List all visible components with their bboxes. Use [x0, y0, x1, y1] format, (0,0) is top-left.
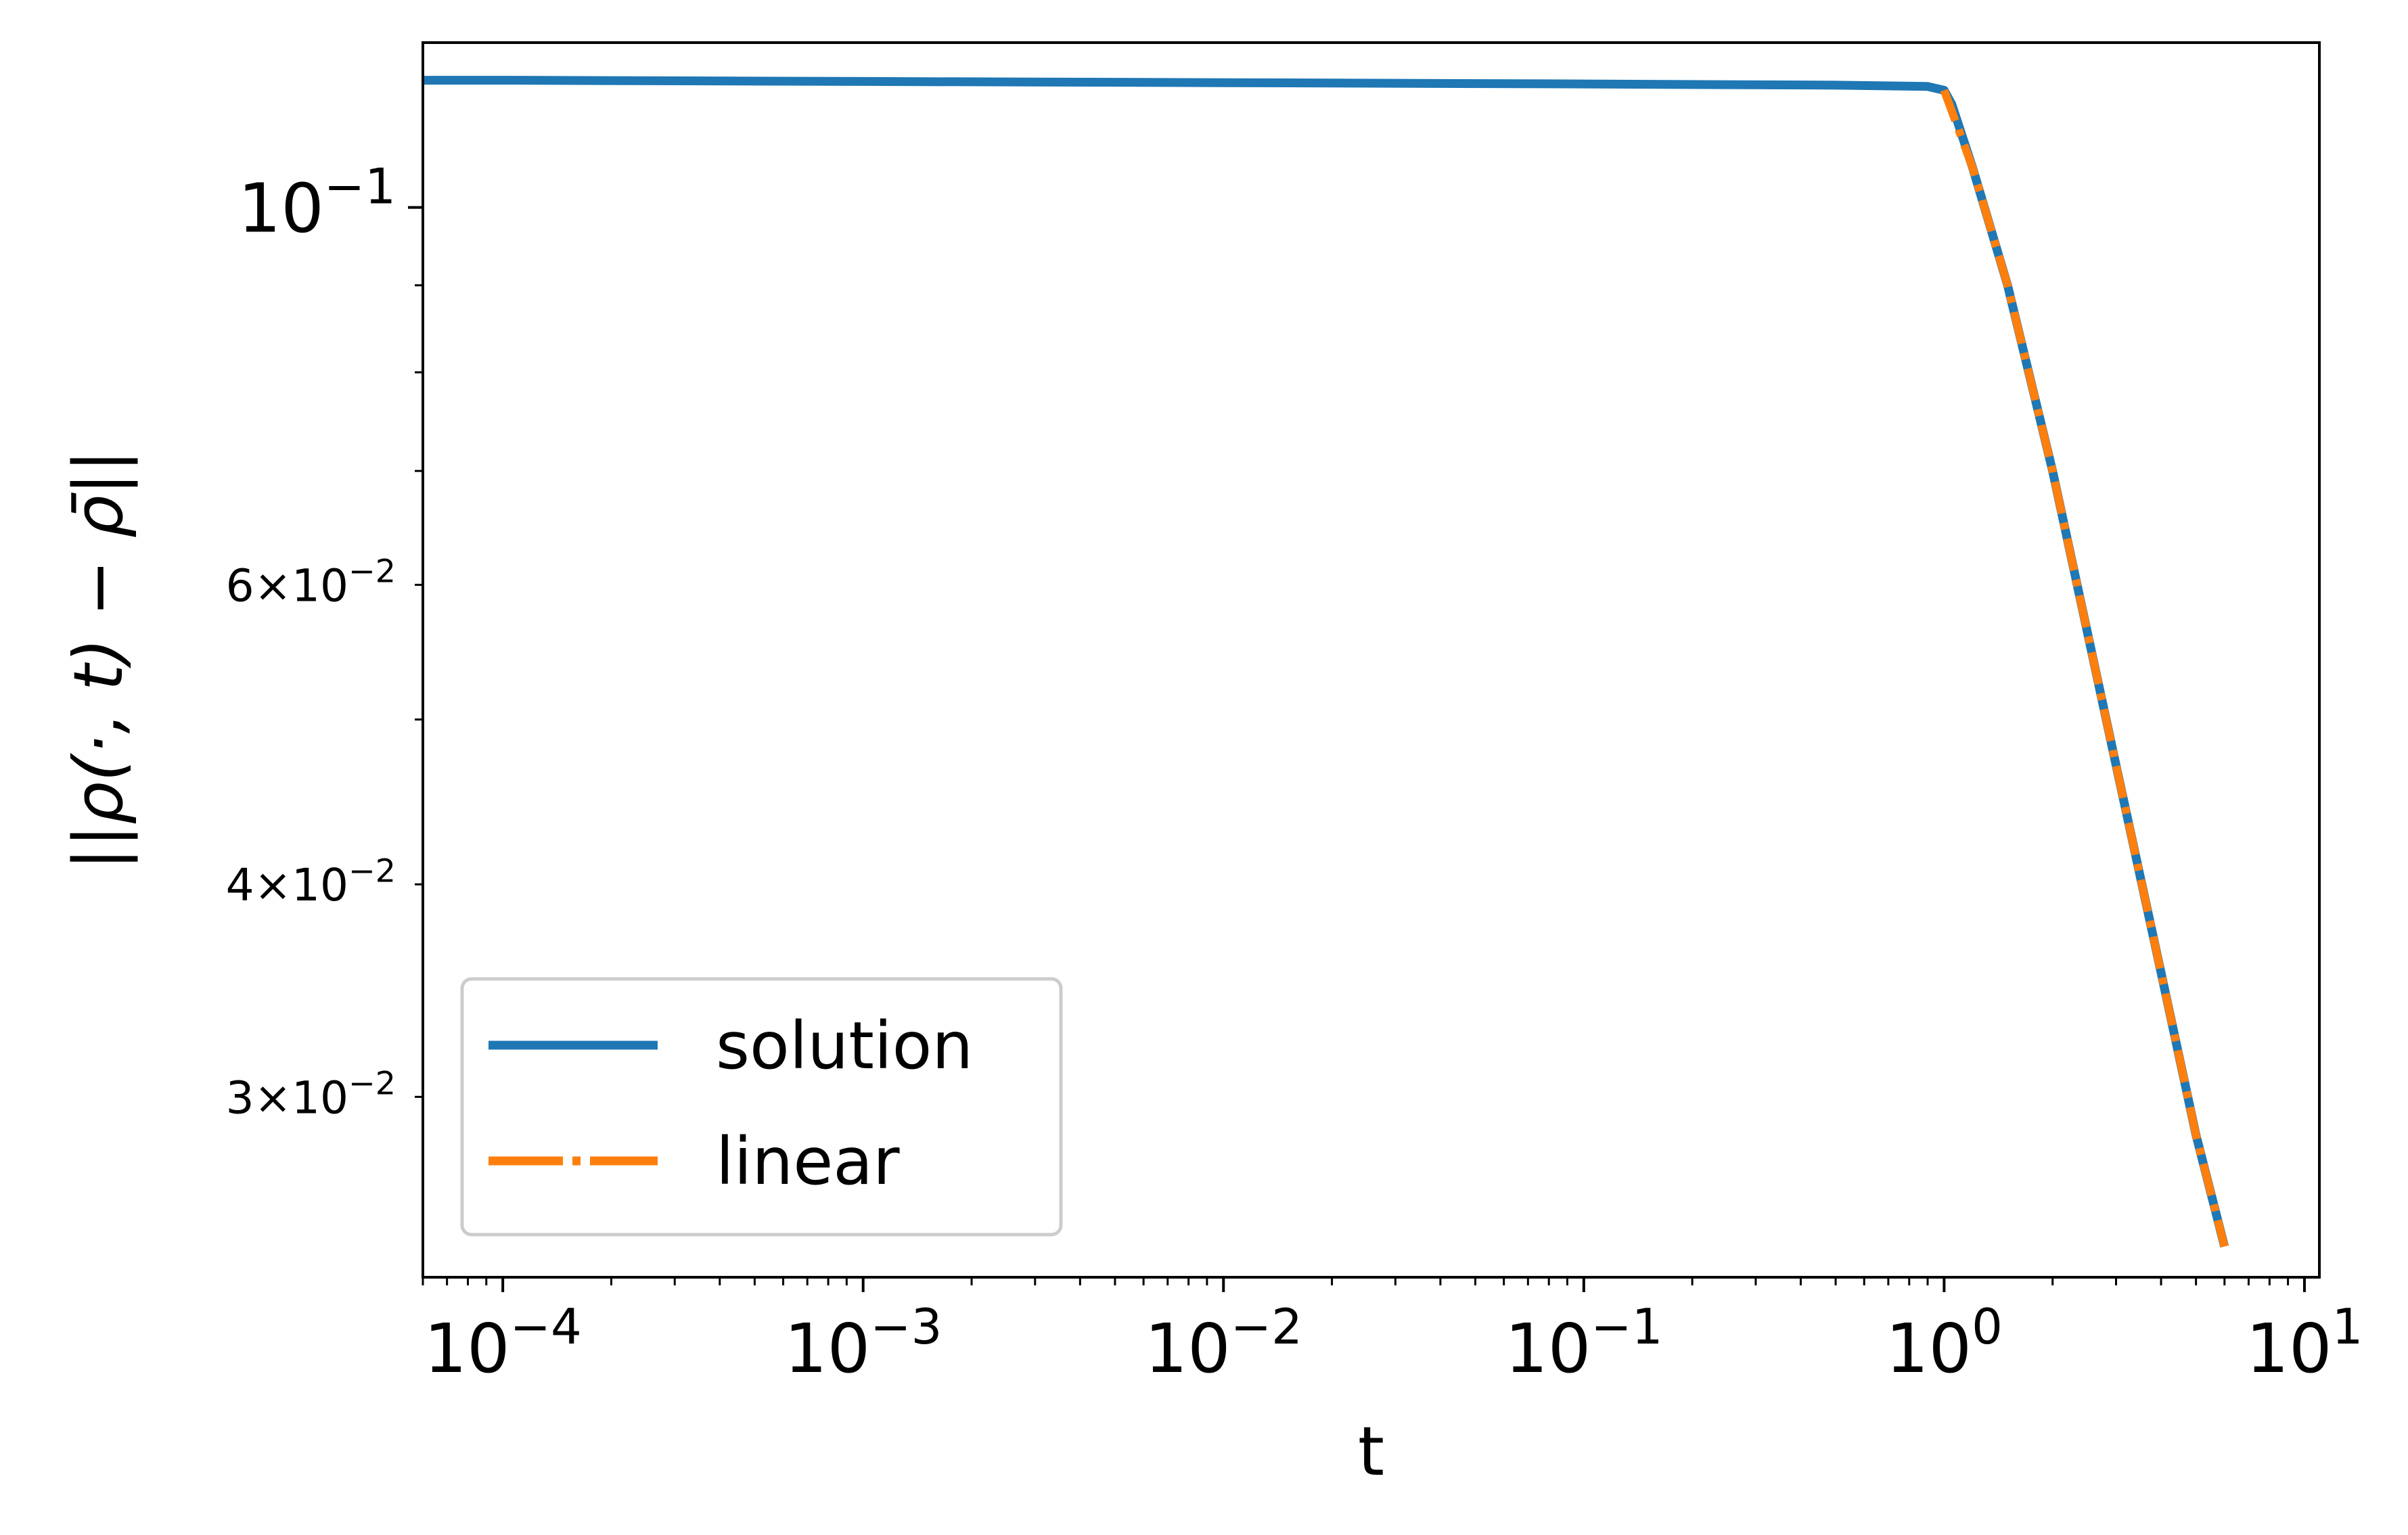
legend-label-solution: solution [716, 1008, 973, 1084]
y-tick-label: 10−1 [238, 158, 396, 248]
x-tick-label: 100 [1886, 1298, 2003, 1388]
x-tick-label: 10−3 [784, 1298, 942, 1388]
x-tick-label: 10−1 [1505, 1298, 1662, 1388]
x-tick-label: 10−2 [1145, 1298, 1302, 1388]
y-minor-tick-label: 4×10−2 [226, 852, 396, 911]
series-line-linear [1940, 89, 2229, 1247]
x-axis-title: t [1358, 1412, 1384, 1491]
series-layer [423, 76, 2229, 1248]
y-minor-tick-label: 6×10−2 [226, 553, 396, 612]
y-minor-tick-label: 3×10−2 [226, 1066, 396, 1124]
x-tick-label: 101 [2246, 1298, 2363, 1388]
legend: solution linear [460, 977, 1063, 1237]
y-axis-title: ||ρ(·, t) − ρ̄|| [59, 450, 138, 871]
x-tick-label: 10−4 [424, 1298, 581, 1388]
x-axis: 10−4 10−3 10−2 10−1 100 101 [422, 1277, 2363, 1388]
legend-label-linear: linear [716, 1124, 900, 1199]
plot-frame [422, 41, 2321, 1279]
y-axis: 10−1 6×10−2 4×10−2 3×10−2 [226, 158, 423, 1124]
